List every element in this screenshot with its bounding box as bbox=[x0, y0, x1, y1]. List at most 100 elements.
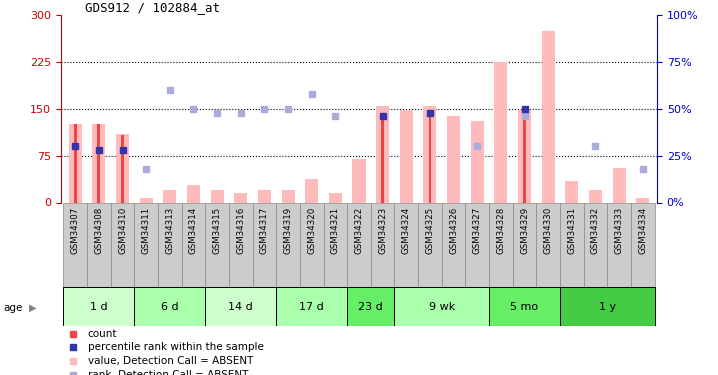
Text: GSM34333: GSM34333 bbox=[615, 207, 624, 254]
Text: 1 y: 1 y bbox=[599, 302, 616, 312]
Text: 14 d: 14 d bbox=[228, 302, 253, 312]
Bar bbox=[182, 202, 205, 287]
Text: value, Detection Call = ABSENT: value, Detection Call = ABSENT bbox=[88, 356, 253, 366]
Bar bbox=[376, 106, 389, 202]
Text: GSM34329: GSM34329 bbox=[520, 207, 529, 254]
Bar bbox=[229, 202, 253, 287]
Bar bbox=[276, 202, 300, 287]
Bar bbox=[98, 124, 101, 202]
Text: GSM34322: GSM34322 bbox=[355, 207, 363, 254]
Text: GSM34328: GSM34328 bbox=[496, 207, 505, 254]
Text: GSM34314: GSM34314 bbox=[189, 207, 198, 254]
Text: percentile rank within the sample: percentile rank within the sample bbox=[88, 342, 264, 352]
Bar bbox=[158, 202, 182, 287]
Text: GSM34308: GSM34308 bbox=[94, 207, 103, 254]
Text: GSM34311: GSM34311 bbox=[141, 207, 151, 254]
Text: GSM34313: GSM34313 bbox=[165, 207, 174, 254]
Bar bbox=[424, 106, 437, 202]
Text: GSM34325: GSM34325 bbox=[426, 207, 434, 254]
Bar bbox=[140, 198, 153, 202]
Bar bbox=[276, 287, 348, 326]
Bar bbox=[163, 190, 177, 202]
Bar bbox=[253, 202, 276, 287]
Text: GSM34331: GSM34331 bbox=[567, 207, 577, 254]
Bar bbox=[442, 202, 465, 287]
Bar bbox=[69, 124, 82, 202]
Bar bbox=[370, 202, 394, 287]
Text: GSM34319: GSM34319 bbox=[284, 207, 292, 254]
Text: 23 d: 23 d bbox=[358, 302, 383, 312]
Bar bbox=[381, 116, 384, 202]
Text: GSM34321: GSM34321 bbox=[331, 207, 340, 254]
Bar bbox=[134, 202, 158, 287]
Bar bbox=[353, 159, 365, 203]
Bar bbox=[471, 121, 484, 202]
Bar bbox=[495, 62, 508, 202]
Bar bbox=[234, 193, 247, 202]
Bar bbox=[447, 116, 460, 202]
Bar bbox=[465, 202, 489, 287]
Bar bbox=[589, 190, 602, 202]
Text: age: age bbox=[4, 303, 23, 313]
Text: GSM34330: GSM34330 bbox=[544, 207, 553, 254]
Bar bbox=[210, 190, 223, 202]
Bar bbox=[560, 202, 584, 287]
Text: GSM34317: GSM34317 bbox=[260, 207, 269, 254]
Bar bbox=[93, 124, 106, 202]
Bar bbox=[636, 198, 649, 202]
Bar bbox=[258, 190, 271, 202]
Bar bbox=[63, 287, 134, 326]
Bar bbox=[518, 110, 531, 202]
Text: GSM34323: GSM34323 bbox=[378, 207, 387, 254]
Bar bbox=[205, 287, 276, 326]
Bar bbox=[305, 179, 318, 203]
Bar bbox=[565, 181, 578, 203]
Bar bbox=[394, 202, 418, 287]
Bar bbox=[489, 287, 560, 326]
Text: GSM34307: GSM34307 bbox=[70, 207, 80, 254]
Bar bbox=[631, 202, 655, 287]
Bar bbox=[541, 31, 555, 202]
Bar bbox=[429, 110, 432, 202]
Text: GSM34310: GSM34310 bbox=[118, 207, 127, 254]
Text: GSM34324: GSM34324 bbox=[402, 207, 411, 254]
Text: GSM34315: GSM34315 bbox=[213, 207, 222, 254]
Bar bbox=[584, 202, 607, 287]
Bar bbox=[324, 202, 348, 287]
Text: 6 d: 6 d bbox=[161, 302, 179, 312]
Text: 1 d: 1 d bbox=[90, 302, 108, 312]
Bar bbox=[116, 134, 129, 202]
Bar bbox=[523, 112, 526, 202]
Bar bbox=[300, 202, 324, 287]
Bar bbox=[536, 202, 560, 287]
Bar bbox=[111, 202, 134, 287]
Text: 9 wk: 9 wk bbox=[429, 302, 455, 312]
Bar bbox=[418, 202, 442, 287]
Text: rank, Detection Call = ABSENT: rank, Detection Call = ABSENT bbox=[88, 369, 248, 375]
Text: count: count bbox=[88, 328, 117, 339]
Text: GDS912 / 102884_at: GDS912 / 102884_at bbox=[85, 1, 220, 14]
Bar bbox=[281, 190, 294, 202]
Text: GSM34320: GSM34320 bbox=[307, 207, 316, 254]
Bar bbox=[348, 287, 394, 326]
Bar bbox=[612, 168, 625, 202]
Bar bbox=[348, 202, 370, 287]
Bar bbox=[560, 287, 655, 326]
Bar bbox=[329, 193, 342, 202]
Bar bbox=[489, 202, 513, 287]
Text: GSM34316: GSM34316 bbox=[236, 207, 246, 254]
Text: 17 d: 17 d bbox=[299, 302, 324, 312]
Text: ▶: ▶ bbox=[29, 303, 36, 313]
Text: GSM34334: GSM34334 bbox=[638, 207, 648, 254]
Bar bbox=[121, 135, 124, 202]
Text: GSM34332: GSM34332 bbox=[591, 207, 600, 254]
Bar bbox=[187, 185, 200, 202]
Bar bbox=[87, 202, 111, 287]
Bar bbox=[607, 202, 631, 287]
Bar bbox=[394, 287, 489, 326]
Bar bbox=[63, 202, 87, 287]
Bar bbox=[134, 287, 205, 326]
Bar bbox=[205, 202, 229, 287]
Text: GSM34326: GSM34326 bbox=[449, 207, 458, 254]
Bar bbox=[513, 202, 536, 287]
